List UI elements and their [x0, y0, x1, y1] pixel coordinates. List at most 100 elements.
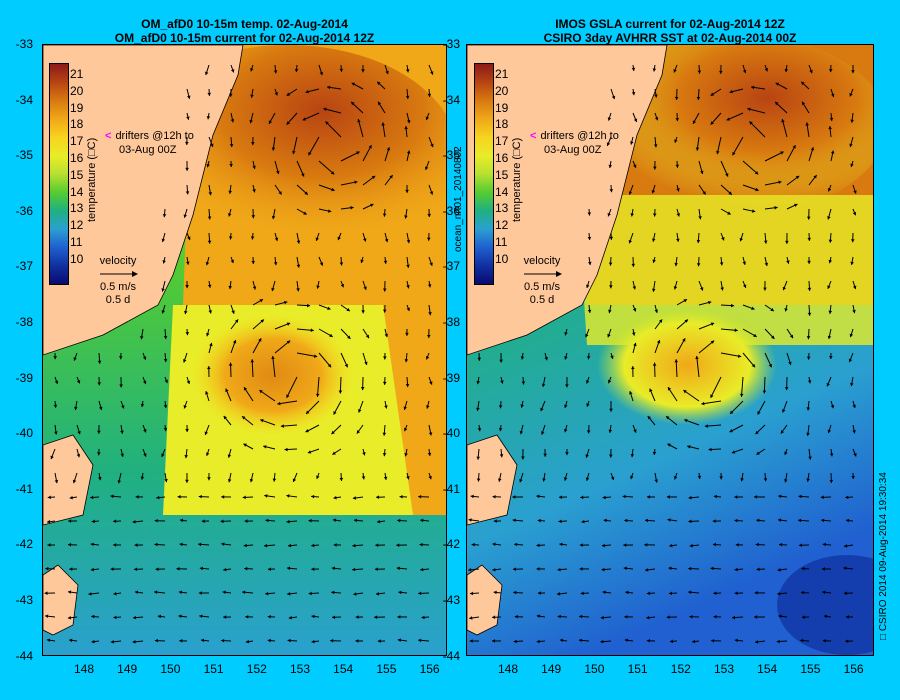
current-vector-arrowhead [375, 543, 379, 547]
current-vector-arrowhead [579, 614, 583, 619]
current-vector-arrowhead [654, 479, 659, 483]
current-vector-arrowhead [624, 615, 628, 619]
current-vector-arrow [764, 151, 784, 162]
current-vector-arrowhead [739, 237, 744, 242]
current-vector-arrowhead [666, 495, 670, 499]
current-vector-arrowhead [801, 81, 805, 86]
current-vector-arrowhead [154, 590, 158, 594]
current-vector-arrowhead [806, 356, 811, 360]
latitude-tick: -39 [15, 370, 33, 385]
current-vector-arrowhead [207, 216, 212, 220]
current-vector-arrowhead [829, 479, 834, 483]
current-vector-arrowhead [845, 495, 849, 500]
current-vector-arrowhead [798, 518, 802, 523]
current-vector-arrowhead [712, 519, 716, 523]
current-vector-arrowhead [730, 303, 735, 308]
current-vector-arrow [710, 376, 722, 399]
current-vector-arrowhead [228, 362, 233, 366]
current-vector-arrowhead [807, 237, 812, 241]
current-vector-arrowhead [325, 121, 329, 125]
current-vector-arrowhead [822, 590, 826, 595]
current-vector-arrowhead [209, 342, 213, 347]
current-vector-arrowhead [225, 388, 229, 392]
current-vector-arrowhead [830, 150, 835, 154]
current-vector-arrowhead [798, 494, 802, 499]
current-vector-arrowhead [178, 614, 182, 619]
current-vector-arrowhead [427, 213, 431, 217]
current-vector-arrowhead [669, 639, 674, 644]
yellow-water [577, 195, 873, 345]
current-vector-arrowhead [259, 299, 263, 303]
current-vector-arrowhead [806, 407, 811, 411]
current-vector-arrowhead [740, 478, 744, 482]
current-vector-arrowhead [134, 567, 138, 572]
current-vector-arrowhead [184, 310, 188, 315]
current-vector-arrowhead [113, 591, 117, 596]
current-vector-arrowhead [271, 215, 276, 220]
current-vector-arrowhead [229, 163, 233, 168]
current-vector-arrowhead [142, 380, 147, 385]
latitude-tick: -37 [442, 259, 460, 274]
current-vector-arrowhead [521, 381, 526, 385]
current-vector-arrowhead [751, 209, 756, 213]
current-vector-arrowhead [242, 495, 246, 500]
current-vector-arrowhead [185, 285, 189, 289]
current-vector-arrowhead [851, 475, 855, 480]
current-vector-arrowhead [329, 333, 333, 337]
current-vector-arrowhead [243, 443, 247, 447]
current-vector-arrowhead [327, 363, 332, 368]
current-vector-arrowhead [242, 590, 246, 595]
current-vector-arrowhead [734, 328, 738, 332]
current-vector-arrowhead [771, 335, 775, 339]
current-vector-arrowhead [185, 428, 189, 432]
current-vector-arrowhead [844, 544, 848, 548]
current-vector-arrowhead [427, 93, 432, 97]
current-vector-arrowhead [332, 518, 337, 523]
current-vector-arrowhead [629, 391, 633, 395]
current-vector-arrowhead [755, 187, 759, 192]
current-vector-arrowhead [363, 238, 367, 242]
current-vector-arrowhead [710, 322, 715, 326]
current-vector-arrowhead [676, 238, 680, 242]
current-vector-arrowhead [286, 92, 291, 96]
current-vector-arrowhead [405, 69, 410, 73]
current-vector-arrowhead [675, 117, 680, 122]
velocity-speed: 0.5 m/s [523, 281, 561, 293]
latitude-tick: -43 [15, 593, 33, 607]
current-vector-arrowhead [221, 638, 225, 643]
current-vector-arrowhead [578, 638, 583, 643]
current-vector-arrowhead [227, 213, 232, 217]
current-vector-arrowhead [406, 119, 411, 124]
current-vector-arrowhead [162, 214, 167, 218]
velocity-duration: 0.5 d [105, 294, 131, 306]
colorbar-tick: 10 [495, 251, 509, 266]
longitude-tick: 148 [497, 662, 519, 676]
current-vector-arrowhead [631, 366, 635, 370]
current-vector-arrowhead [311, 543, 315, 548]
current-vector-arrowhead [822, 542, 826, 547]
current-vector-arrowhead [652, 259, 656, 263]
current-vector-arrowhead [206, 163, 210, 168]
current-vector-arrow [786, 144, 796, 162]
current-vector-arrowhead [778, 614, 782, 619]
current-vector-arrowhead [608, 429, 613, 433]
current-vector-arrowhead [470, 494, 474, 499]
current-vector-arrowhead [185, 191, 190, 195]
current-vector-arrowhead [729, 89, 733, 94]
current-vector-arrowhead [428, 312, 432, 316]
latitude-tick: -33 [442, 37, 460, 51]
current-vector-arrowhead [683, 299, 687, 303]
current-vector-arrowhead [763, 478, 768, 482]
current-vector-arrowhead [784, 68, 789, 73]
current-vector-arrowhead [651, 288, 656, 292]
current-vector-arrowhead [405, 332, 409, 336]
current-vector-arrowhead [351, 82, 356, 86]
current-vector-arrowhead [250, 94, 254, 98]
current-vector-arrowhead [477, 357, 482, 361]
drifters-line2: 03-Aug 00Z [119, 144, 177, 156]
current-vector-arrowhead [47, 495, 51, 500]
current-vector-arrowhead [227, 454, 232, 458]
current-vector-arrowhead [778, 518, 782, 522]
current-vector-arrowhead [828, 126, 832, 130]
current-vector-arrowhead [632, 286, 637, 290]
